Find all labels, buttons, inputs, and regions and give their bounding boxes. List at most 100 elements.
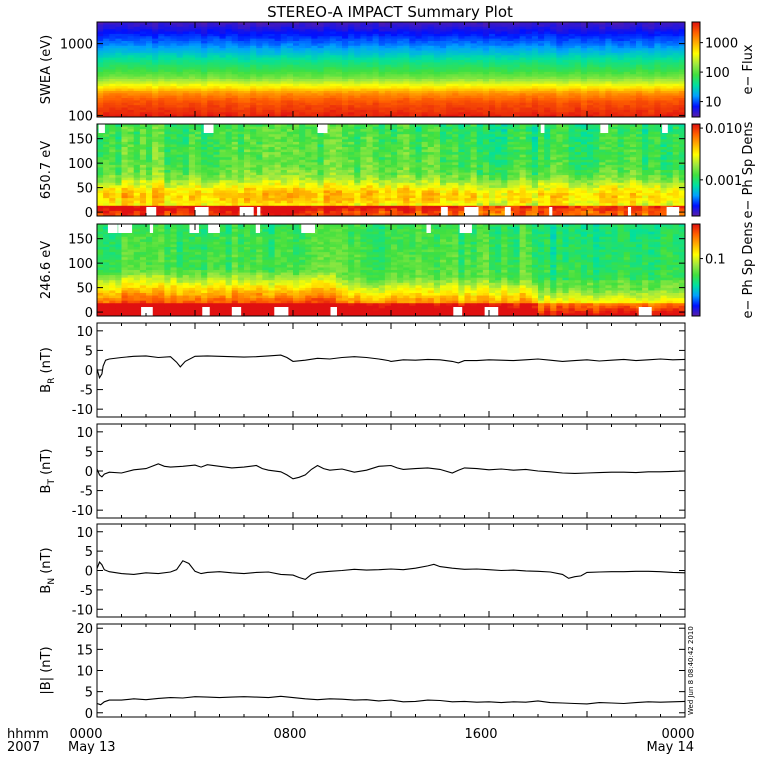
y-tick-label: -5	[80, 384, 93, 399]
y-tick-label: 0	[85, 306, 93, 321]
colorbar	[691, 21, 701, 118]
x-tick-label: 1600	[464, 727, 497, 742]
time-axis-footer: hhmm 2007 0000 0800 1600 0000 May 13 May…	[7, 727, 695, 755]
y-tick-label: 0	[85, 565, 93, 580]
y-axis-label: BT (nT)	[39, 449, 57, 494]
data-trace	[96, 695, 686, 706]
y-tick-label: -10	[72, 603, 93, 618]
colorbar-tick-label: 0.1	[705, 253, 726, 268]
y-tick-label: 100	[68, 109, 93, 124]
y-tick-label: 150	[68, 233, 93, 248]
time-format-label: hhmm	[7, 727, 49, 742]
y-tick-label: 1000	[60, 38, 93, 53]
data-gap	[426, 224, 431, 233]
plot-title: STEREO-A IMPACT Summary Plot	[267, 3, 513, 21]
colorbar	[691, 223, 701, 317]
data-gap	[189, 224, 199, 233]
date-label-end: May 14	[646, 740, 694, 755]
data-trace	[96, 463, 686, 480]
y-axis-label: 246.6 eV	[39, 241, 54, 299]
plot-frame	[96, 423, 686, 519]
data-gap	[330, 307, 337, 316]
data-gap	[549, 207, 553, 216]
y-tick-label: 0	[85, 707, 93, 722]
y-tick-label: -10	[72, 504, 93, 519]
colorbar-label: e− Flux	[741, 44, 756, 94]
data-gap	[453, 307, 463, 316]
colorbar-tick-label: 1000	[705, 37, 738, 52]
y-tick-label: 5	[85, 344, 93, 359]
y-tick-label: 10	[76, 526, 93, 541]
y-axis-label: BR (nT)	[39, 347, 57, 393]
y-tick-label: 0	[85, 465, 93, 480]
y-axis-label: 650.7 eV	[39, 141, 54, 199]
y-axis-label: SWEA (eV)	[39, 35, 54, 104]
y-axis-label: BN (nT)	[39, 547, 57, 593]
heatmap-cells	[97, 124, 685, 216]
heatmap-cells	[97, 22, 685, 117]
y-tick-label: 150	[68, 133, 93, 148]
y-tick-label: 100	[68, 157, 93, 172]
y-tick-label: 100	[68, 257, 93, 272]
y-tick-label: 50	[76, 182, 93, 197]
data-gap	[149, 224, 154, 233]
data-gap	[141, 307, 153, 316]
x-tick-label: 0800	[273, 727, 306, 742]
colorbar-tick-label: 0.001	[705, 174, 742, 189]
data-gap	[540, 124, 545, 133]
data-gap	[98, 124, 105, 133]
panel-5: 10 5 0 -5 -10 BT (nT)	[39, 423, 686, 519]
colorbar-tick-label: 100	[705, 66, 730, 81]
data-gap	[662, 124, 668, 133]
generation-timestamp: Wed Jun 8 08:40:42 2010	[687, 626, 695, 715]
data-gap	[146, 207, 157, 216]
data-gap	[194, 207, 209, 216]
y-tick-label: 10	[76, 426, 93, 441]
x-tick-label: 0000	[69, 727, 102, 742]
y-tick-label: 5	[85, 445, 93, 460]
data-gap	[627, 207, 632, 216]
data-gap	[468, 207, 474, 216]
data-gap	[600, 124, 609, 133]
y-tick-label: -10	[72, 403, 93, 418]
y-tick-label: 50	[76, 282, 93, 297]
data-gap	[118, 224, 133, 233]
data-gap	[638, 307, 649, 316]
y-tick-label: 0	[85, 206, 93, 221]
data-gap	[257, 207, 261, 216]
data-gap	[208, 224, 220, 233]
y-tick-label: 10	[76, 325, 93, 340]
data-gap	[666, 207, 680, 216]
panel-6: 10 5 0 -5 -10 BN (nT)	[39, 523, 686, 618]
year-label: 2007	[7, 740, 40, 755]
panel-4: 10 5 0 -5 -10 BR (nT)	[39, 322, 686, 418]
colorbar-label: e− Ph Sp Dens	[741, 221, 756, 318]
data-gap	[504, 207, 511, 216]
colorbar	[691, 123, 701, 217]
x-tick-label: 0000	[661, 727, 694, 742]
data-gap	[317, 124, 328, 133]
y-axis-label: |B| (nT)	[39, 646, 54, 694]
plot-frame	[96, 322, 686, 418]
panel-3: 0.1 e− Ph Sp Dens 150 100 50 0 246.6 eV	[39, 221, 756, 321]
data-gap	[459, 224, 472, 233]
plot-frame	[96, 523, 686, 618]
data-gap	[301, 224, 315, 233]
data-trace	[96, 560, 686, 581]
heatmap-cells	[97, 224, 685, 316]
data-gap	[274, 307, 289, 316]
data-gap	[231, 307, 242, 316]
data-gap	[202, 307, 210, 316]
colorbar-tick-label: 10	[705, 96, 722, 111]
data-gap	[203, 124, 214, 133]
data-gap	[646, 307, 652, 316]
panel-7: 20 15 10 5 0 |B| (nT)	[39, 622, 686, 722]
y-tick-label: -5	[80, 584, 93, 599]
y-tick-label: -5	[80, 485, 93, 500]
data-gap	[239, 207, 254, 216]
y-tick-label: 20	[76, 622, 93, 637]
y-tick-label: 5	[85, 686, 93, 701]
data-gap	[484, 307, 499, 316]
y-tick-label: 10	[76, 665, 93, 680]
